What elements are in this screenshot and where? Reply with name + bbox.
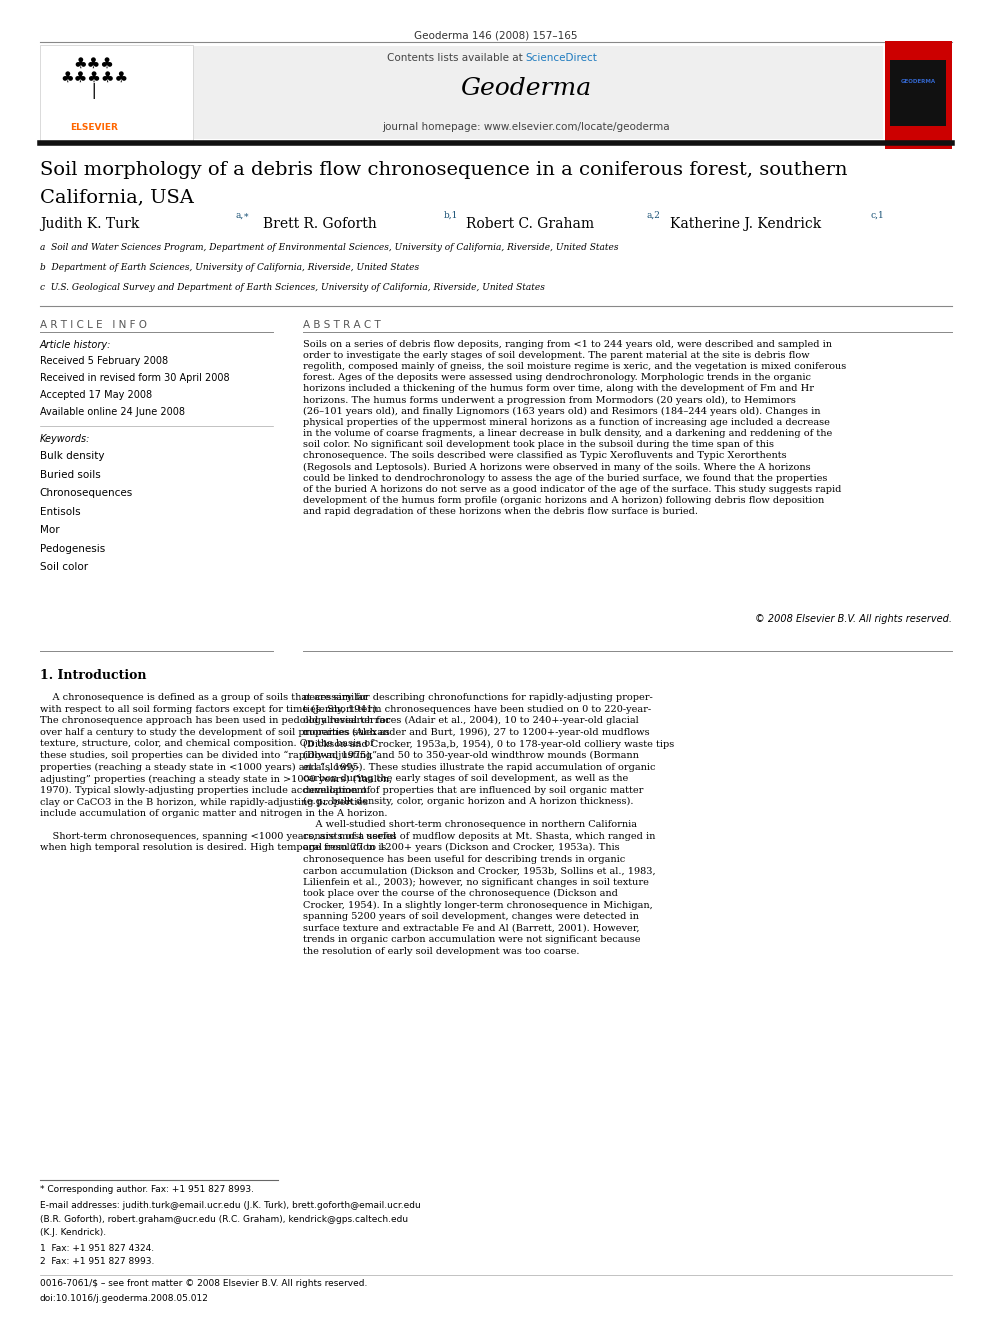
Text: Katherine J. Kendrick: Katherine J. Kendrick (670, 217, 825, 232)
Text: Received 5 February 2008: Received 5 February 2008 (40, 356, 168, 366)
Text: E-mail addresses: judith.turk@email.ucr.edu (J.K. Turk), brett.goforth@email.ucr: E-mail addresses: judith.turk@email.ucr.… (40, 1201, 421, 1211)
Text: Soils on a series of debris flow deposits, ranging from <1 to 244 years old, wer: Soils on a series of debris flow deposit… (303, 340, 846, 516)
Text: Entisols: Entisols (40, 507, 80, 517)
Text: * Corresponding author. Fax: +1 951 827 8993.: * Corresponding author. Fax: +1 951 827 … (40, 1185, 254, 1195)
Text: ELSEVIER: ELSEVIER (70, 123, 118, 132)
Text: doi:10.1016/j.geoderma.2008.05.012: doi:10.1016/j.geoderma.2008.05.012 (40, 1294, 208, 1303)
Text: A B S T R A C T: A B S T R A C T (303, 320, 380, 331)
Text: GEODERMA: GEODERMA (901, 79, 936, 85)
FancyBboxPatch shape (45, 46, 883, 139)
Text: A chronosequence is defined as a group of soils that are similar
with respect to: A chronosequence is defined as a group o… (40, 693, 396, 852)
FancyBboxPatch shape (890, 60, 946, 126)
Text: Soil color: Soil color (40, 562, 88, 573)
Text: b,1: b,1 (443, 210, 457, 220)
Text: Judith K. Turk: Judith K. Turk (40, 217, 144, 232)
Text: Robert C. Graham: Robert C. Graham (466, 217, 599, 232)
Text: journal homepage: www.elsevier.com/locate/geoderma: journal homepage: www.elsevier.com/locat… (382, 122, 670, 132)
Text: ♣♣♣
♣♣♣♣♣
  |: ♣♣♣ ♣♣♣♣♣ | (61, 56, 128, 99)
Text: ScienceDirect: ScienceDirect (526, 53, 597, 64)
Text: Buried soils: Buried soils (40, 470, 100, 480)
Text: Geoderma 146 (2008) 157–165: Geoderma 146 (2008) 157–165 (415, 30, 577, 41)
Text: Article history:: Article history: (40, 340, 111, 351)
Text: Available online 24 June 2008: Available online 24 June 2008 (40, 407, 185, 418)
Text: b  Department of Earth Sciences, University of California, Riverside, United Sta: b Department of Earth Sciences, Universi… (40, 263, 419, 273)
Text: (K.J. Kendrick).: (K.J. Kendrick). (40, 1228, 106, 1237)
Text: c  U.S. Geological Survey and Department of Earth Sciences, University of Califo: c U.S. Geological Survey and Department … (40, 283, 545, 292)
Text: Brett R. Goforth: Brett R. Goforth (263, 217, 381, 232)
Text: Bulk density: Bulk density (40, 451, 104, 462)
Text: © 2008 Elsevier B.V. All rights reserved.: © 2008 Elsevier B.V. All rights reserved… (755, 614, 952, 624)
Text: 2  Fax: +1 951 827 8993.: 2 Fax: +1 951 827 8993. (40, 1257, 154, 1266)
Text: Keywords:: Keywords: (40, 434, 90, 445)
Text: Pedogenesis: Pedogenesis (40, 544, 105, 554)
Text: California, USA: California, USA (40, 188, 193, 206)
Text: necessary for describing chronofunctions for rapidly-adjusting proper-
ties. Sho: necessary for describing chronofunctions… (303, 693, 674, 955)
Text: A R T I C L E   I N F O: A R T I C L E I N F O (40, 320, 147, 331)
Text: 1  Fax: +1 951 827 4324.: 1 Fax: +1 951 827 4324. (40, 1244, 154, 1253)
Text: Geoderma: Geoderma (460, 77, 591, 99)
Text: Chronosequences: Chronosequences (40, 488, 133, 499)
Text: Accepted 17 May 2008: Accepted 17 May 2008 (40, 390, 152, 401)
Text: Received in revised form 30 April 2008: Received in revised form 30 April 2008 (40, 373, 229, 384)
Text: 0016-7061/$ – see front matter © 2008 Elsevier B.V. All rights reserved.: 0016-7061/$ – see front matter © 2008 El… (40, 1279, 367, 1289)
Text: Contents lists available at: Contents lists available at (387, 53, 526, 64)
Text: Soil morphology of a debris flow chronosequence in a coniferous forest, southern: Soil morphology of a debris flow chronos… (40, 161, 847, 180)
Text: a,2: a,2 (647, 210, 661, 220)
FancyBboxPatch shape (885, 41, 952, 149)
Text: Mor: Mor (40, 525, 60, 536)
Text: (B.R. Goforth), robert.graham@ucr.edu (R.C. Graham), kendrick@gps.caltech.edu: (B.R. Goforth), robert.graham@ucr.edu (R… (40, 1215, 408, 1224)
Text: a  Soil and Water Sciences Program, Department of Environmental Sciences, Univer: a Soil and Water Sciences Program, Depar… (40, 243, 618, 253)
Text: a,∗: a,∗ (235, 210, 249, 220)
Text: 1. Introduction: 1. Introduction (40, 669, 146, 683)
FancyBboxPatch shape (40, 45, 193, 143)
Text: c,1: c,1 (871, 210, 885, 220)
